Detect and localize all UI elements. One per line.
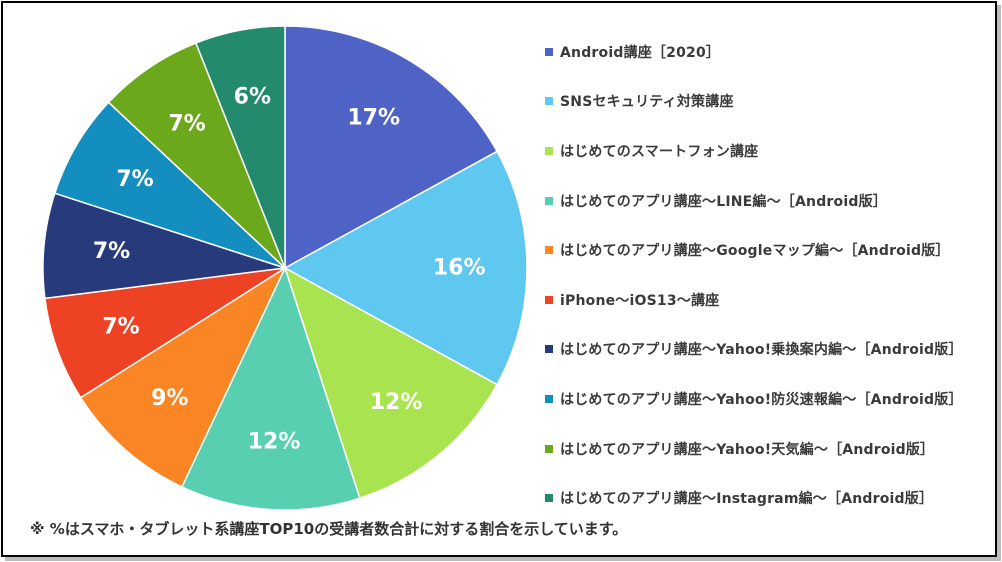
- legend-item: はじめてのアプリ講座～Yahoo!防災速報編～［Android版］: [545, 374, 963, 424]
- data-label: 12%: [248, 429, 301, 454]
- legend: Android講座［2020］ SNSセキュリティ対策講座はじめてのスマートフォン…: [545, 27, 963, 523]
- legend-label: はじめてのアプリ講座～Instagram編～［Android版］: [560, 491, 934, 508]
- legend-swatch: [545, 345, 553, 354]
- legend-label: iPhone～iOS13～講座: [560, 292, 720, 309]
- pie-data-labels: 17% 16% 12% 12% 9% 7% 7% 7% 7% 6%: [93, 84, 486, 454]
- footnote: ※ %はスマホ・タブレット系講座TOP10の受講者数合計に対する割合を示していま…: [30, 520, 628, 538]
- pie-slice: [107, 42, 286, 269]
- legend-item: はじめてのアプリ講座～Yahoo!天気編～［Android版］: [545, 424, 963, 474]
- legend-item: iPhone～iOS13～講座: [545, 275, 963, 325]
- legend-swatch: [545, 47, 553, 56]
- data-label: 7%: [102, 315, 139, 340]
- legend-item: SNSセキュリティ対策講座: [545, 77, 963, 127]
- legend-item: はじめてのアプリ講座～LINE編～［Android版］: [545, 176, 963, 226]
- data-label: 9%: [151, 386, 188, 411]
- pie-slice: [283, 266, 499, 500]
- legend-label: Android講座［2020］: [560, 44, 721, 61]
- legend-label: SNSセキュリティ対策講座: [560, 94, 734, 111]
- pie-slice: [180, 265, 361, 511]
- legend-label: はじめてのアプリ講座～Yahoo!防災速報編～［Android版］: [560, 391, 963, 408]
- legend-swatch: [545, 196, 553, 205]
- pie-slice: [283, 150, 528, 386]
- legend-swatch: [545, 146, 553, 155]
- legend-item: はじめてのアプリ講座～Googleマップ編～［Android版］: [545, 225, 963, 275]
- data-label: 7%: [168, 111, 205, 136]
- data-label: 17%: [347, 106, 400, 131]
- pie-slice: [194, 25, 286, 269]
- legend-swatch: [545, 494, 553, 503]
- legend-label: はじめてのアプリ講座～LINE編～［Android版］: [560, 193, 887, 210]
- legend-label: はじめてのアプリ講座～Yahoo!乗換案内編～［Android版］: [560, 342, 963, 359]
- pie-slice: [53, 101, 286, 269]
- legend-item: はじめてのアプリ講座～Instagram編～［Android版］: [545, 473, 963, 523]
- legend-item: はじめてのスマートフォン講座: [545, 126, 963, 176]
- pie-slices: [42, 25, 528, 511]
- data-label: 12%: [370, 390, 423, 415]
- legend-item: Android講座［2020］: [545, 27, 963, 77]
- pie-slice: [284, 25, 499, 270]
- data-label: 16%: [433, 256, 486, 281]
- legend-label: はじめてのアプリ講座～Googleマップ編～［Android版］: [560, 243, 950, 260]
- data-label: 7%: [116, 167, 153, 192]
- legend-label: はじめてのスマートフォン講座: [560, 143, 759, 160]
- legend-item: はじめてのアプリ講座～Yahoo!乗換案内編～［Android版］: [545, 325, 963, 375]
- pie-slice: [79, 265, 287, 488]
- legend-label: はじめてのアプリ講座～Yahoo!天気編～［Android版］: [560, 441, 935, 458]
- data-label: 6%: [234, 84, 271, 109]
- legend-swatch: [545, 246, 553, 255]
- legend-swatch: [545, 394, 553, 403]
- legend-swatch: [545, 295, 553, 304]
- legend-swatch: [545, 97, 553, 106]
- data-label: 7%: [93, 239, 130, 264]
- pie-slice: [44, 267, 286, 399]
- legend-swatch: [545, 444, 553, 453]
- pie-slice: [42, 192, 286, 300]
